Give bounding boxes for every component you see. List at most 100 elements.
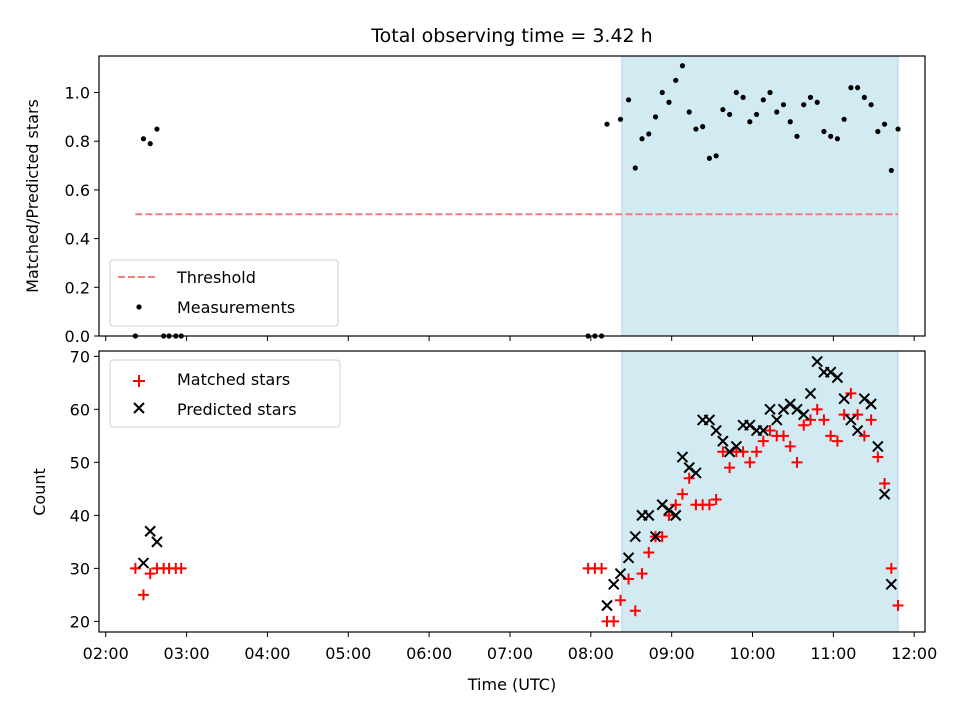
predicted-star-point (656, 499, 668, 511)
predicted-star-point (690, 467, 702, 479)
matched-star-point (596, 562, 608, 574)
x-tick-label: 07:00 (487, 644, 533, 663)
measurement-point (881, 121, 888, 127)
predicted-star-point (757, 424, 770, 437)
x-tick-label: 03:00 (164, 644, 210, 663)
matched-star-point (744, 456, 756, 468)
matched-star-point (865, 414, 877, 426)
count-y-tick-label: 40 (70, 506, 90, 525)
ratio-plot-area: 0.0 0.2 0.4 0.6 0.8 1.0 (65, 55, 926, 346)
matched-star-point (636, 568, 648, 580)
measurement-point (666, 99, 672, 105)
predicted-star-point (784, 398, 796, 410)
matched-star-point (643, 546, 655, 558)
count-observing-span (621, 350, 899, 633)
measurement-point (747, 119, 753, 125)
predicted-star-point (649, 530, 662, 543)
matched-star-point (663, 509, 675, 521)
matched-star-point (784, 440, 796, 452)
predicted-star-point (858, 393, 871, 405)
measurement-point (828, 133, 834, 139)
predicted-star-point (723, 446, 736, 458)
measurement-point (888, 167, 894, 174)
measurement-point (700, 124, 706, 130)
x-tick-label: 09:00 (649, 644, 695, 663)
measurement-point (814, 99, 820, 105)
predicted-star-point (717, 435, 729, 447)
predicted-star-point (845, 414, 857, 426)
measurement-point (140, 136, 147, 142)
x-axis-label: Time (UTC) (467, 675, 556, 694)
measurement-point (875, 128, 881, 135)
predicted-star-point (608, 578, 620, 590)
matched-star-point (804, 414, 816, 426)
legend-predicted-swatch (133, 402, 145, 414)
measurement-point (801, 102, 807, 108)
measurement-point (774, 109, 780, 115)
matched-star-point (656, 531, 668, 543)
measurement-point (834, 136, 841, 142)
measurement-point (646, 131, 652, 137)
matched-star-point (811, 403, 823, 415)
matched-star-point (137, 589, 149, 601)
predicted-star-point (791, 403, 803, 416)
predicted-star-point (643, 509, 655, 522)
legend-threshold-label: Threshold (176, 268, 256, 287)
measurement-point (821, 128, 827, 135)
measurement-point (767, 89, 773, 96)
count-y-tick-label: 60 (70, 400, 90, 419)
matched-star-point (872, 451, 884, 463)
matched-star-point (608, 615, 620, 627)
predicted-star-point (764, 403, 776, 416)
measurement-point (679, 63, 686, 69)
predicted-star-point (730, 440, 743, 453)
legend-matched-label: Matched stars (177, 370, 290, 389)
predicted-star-point (683, 461, 695, 474)
x-tick-label: 08:00 (568, 644, 614, 663)
matched-star-point (175, 562, 187, 574)
measurement-point (794, 133, 800, 139)
measurement-point (639, 136, 645, 142)
matched-star-point (885, 562, 897, 574)
measurement-point (841, 116, 847, 122)
figure-title: Total observing time = 3.42 h (370, 25, 652, 47)
x-tick-label: 06:00 (406, 644, 452, 663)
matched-star-point (751, 446, 763, 458)
predicted-star-point (851, 424, 864, 437)
predicted-star-point (838, 393, 850, 405)
count-y-tick-label: 50 (70, 453, 90, 472)
x-tick-label: 05:00 (325, 644, 371, 663)
predicted-star-point (601, 599, 613, 612)
x-tick-label: 11:00 (810, 644, 856, 663)
count-plot-area: 02:00 03:00 04:00 05:00 06:00 07:00 08:00 09:00… (70, 347, 938, 663)
count-series-2 (137, 355, 898, 612)
matched-star-point (717, 446, 729, 458)
predicted-star-point (622, 552, 635, 564)
count-series-1 (129, 387, 904, 627)
count-y-axis-label: Count (30, 468, 49, 516)
matched-star-point (614, 594, 626, 606)
predicted-star-point (885, 578, 898, 590)
predicted-star-point (744, 419, 756, 431)
measurement-point (720, 106, 726, 113)
predicted-star-point (703, 414, 716, 426)
measurement-point (868, 102, 874, 108)
x-tick-label: 12:00 (891, 644, 937, 663)
matched-star-point (757, 435, 769, 447)
measurement-point (727, 111, 733, 118)
legend-predicted-label: Predicted stars (177, 400, 297, 419)
predicted-star-point (811, 355, 823, 368)
measurement-point (848, 85, 854, 91)
ratio-y-tick-label: 0.8 (65, 132, 90, 151)
measurement-point (740, 94, 746, 100)
predicted-star-point (878, 488, 891, 500)
count-panel: 02:00 03:00 04:00 05:00 06:00 07:00 08:00 09:00… (30, 347, 937, 663)
predicted-star-point (771, 414, 783, 426)
count-y-tick-label: 20 (70, 612, 90, 631)
measurement-point (760, 97, 766, 103)
matched-star-point (798, 419, 810, 431)
legend-measurements-swatch (136, 304, 142, 310)
measurement-point (706, 155, 713, 161)
measurement-point (861, 94, 867, 100)
predicted-star-point (872, 440, 884, 453)
